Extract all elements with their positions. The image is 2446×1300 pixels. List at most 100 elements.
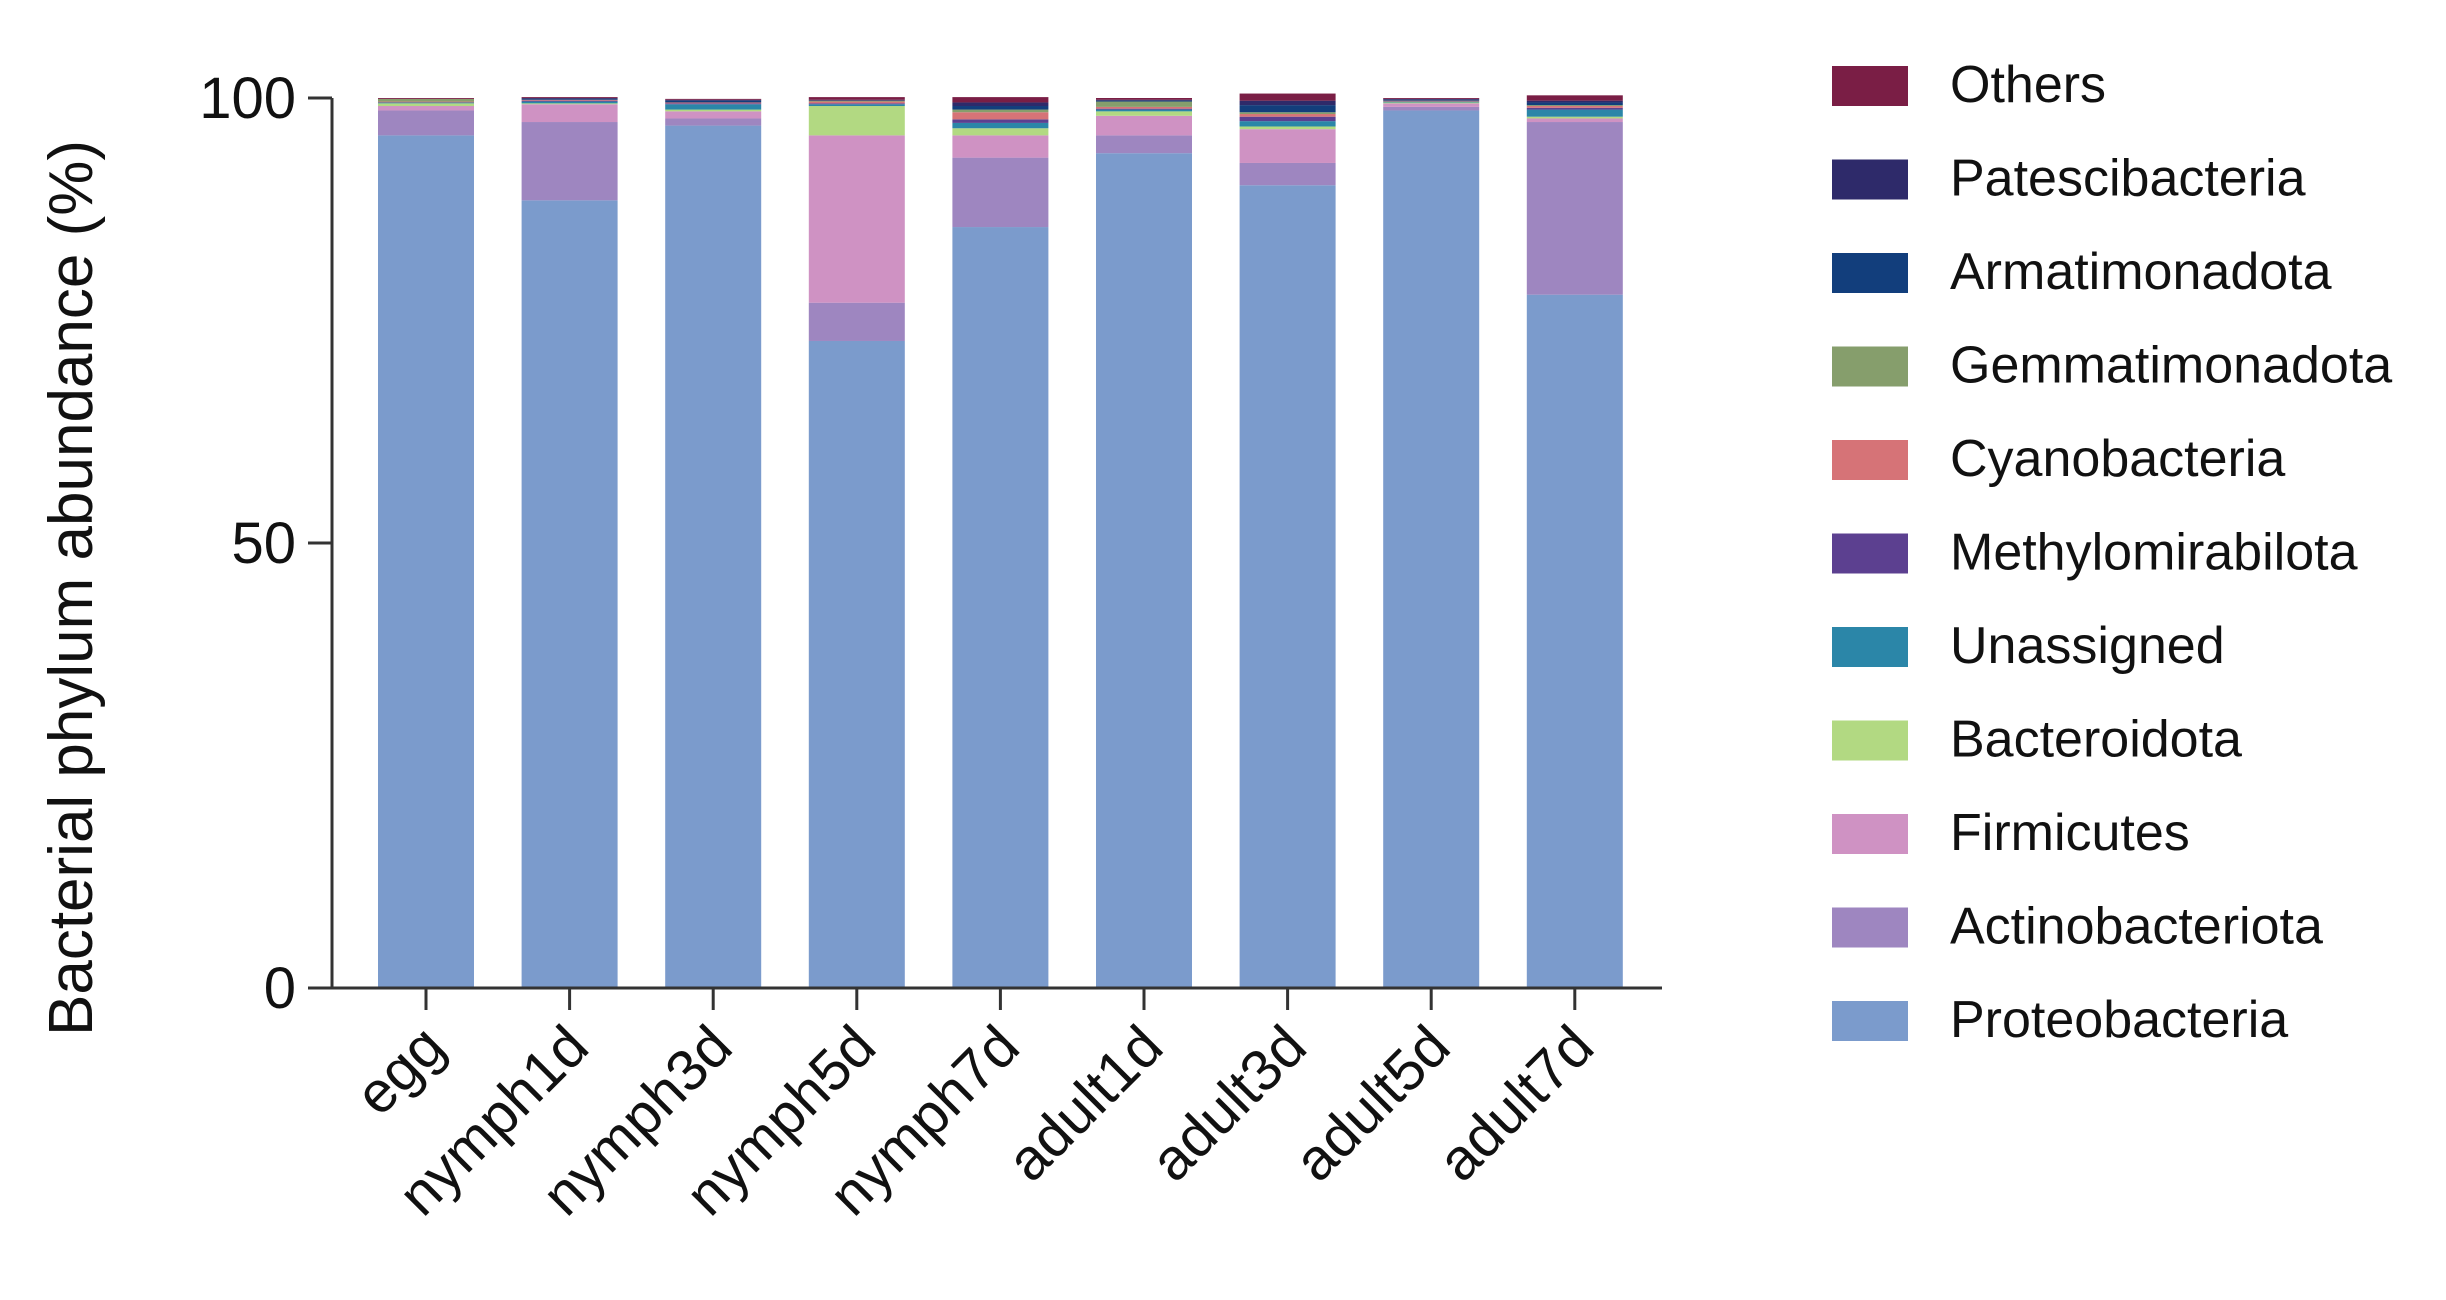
bar-segment-cyanobacteria [665,102,762,104]
bar-segment-proteobacteria [952,227,1049,989]
bar-segment-bacteroidota [1526,116,1623,119]
bar-segment-proteobacteria [1383,110,1480,988]
bar-segment-cyanobacteria [1096,106,1192,109]
x-tick-label: adult3d [1138,1013,1319,1194]
bar-segment-methylomirabilota [1526,107,1623,110]
bar-segment-proteobacteria [808,340,905,989]
bar-segment-cyanobacteria [1383,100,1480,102]
bar-segment-gemmatimonadota [1096,101,1192,107]
bar-segment-unassigned [1526,109,1623,117]
bar-segment-methylomirabilota [952,119,1049,123]
bar-segment-methylomirabilota [808,103,905,105]
x-tick-label: adult5d [1282,1013,1463,1194]
legend-swatch [1832,907,1908,948]
bar-segment-gemmatimonadota [952,109,1049,113]
bar-segment-methylomirabilota [521,100,618,102]
bar-segment-proteobacteria [665,125,762,989]
bar-segment-others [378,98,474,99]
bar-segment-others [1096,98,1192,100]
bar-segment-armatimonadota [1096,100,1192,102]
y-axis-title: Bacterial phylum abundance (%) [37,140,106,1036]
bar-segment-unassigned [1383,101,1480,103]
legend-swatch [1832,66,1908,106]
bar-segment-firmicutes [665,111,762,119]
bar-segment-armatimonadota [1239,105,1336,113]
bar-segment-others [1239,93,1336,101]
y-tick-label: 0 [264,956,296,1021]
bar-segment-firmicutes [378,106,474,111]
bar-segment-bacteroidota [952,128,1049,136]
bar-segment-patescibacteria [1239,100,1336,106]
bar-segment-unassigned [378,102,474,104]
bar-segment-armatimonadota [521,98,618,100]
legend-swatch [1832,440,1908,480]
bar-segment-actinobacteriota [378,110,474,136]
bar-segment-proteobacteria [1526,294,1623,988]
bar-segment-actinobacteriota [952,157,1049,228]
legend-label: Firmicutes [1950,804,2190,862]
legend-label: Patescibacteria [1950,150,2306,208]
bar-segment-firmicutes [808,135,905,303]
legend-label: Bacteroidota [1950,711,2242,769]
bar-segment-cyanobacteria [952,112,1049,120]
bar-segment-others [665,98,762,100]
bar-segment-methylomirabilota [1096,108,1192,110]
x-tick-label: egg [343,1013,457,1127]
bar-segment-methylomirabilota [1239,116,1336,122]
bar-segment-patescibacteria [665,99,762,101]
bar-segment-patescibacteria [952,102,1049,107]
bar-segment-gemmatimonadota [808,100,905,102]
bar-segment-actinobacteriota [808,302,905,341]
bar-segment-bacteroidota [1239,126,1336,130]
bar-segment-actinobacteriota [1239,162,1336,186]
bar-segment-bacteroidota [378,103,474,107]
legend-label: Cyanobacteria [1950,430,2285,488]
bar-segment-patescibacteria [521,98,618,99]
y-tick-label: 50 [231,511,296,576]
bar-segment-patescibacteria [808,99,905,101]
bar-segment-patescibacteria [1383,98,1480,100]
y-tick-label: 100 [199,66,296,131]
bar-segment-others [808,97,905,100]
bar-segment-armatimonadota [665,100,762,103]
bar-segment-firmicutes [952,135,1049,158]
legend-swatch [1832,346,1908,387]
bar-segment-gemmatimonadota [378,98,474,102]
bar-segment-unassigned [1096,109,1192,112]
legend-swatch [1832,814,1908,854]
legend-swatch [1832,533,1908,574]
legend-label: Actinobacteriota [1950,898,2323,956]
bar-segment-unassigned [521,101,618,104]
bar-segment-firmicutes [1239,129,1336,163]
legend-swatch [1832,253,1908,293]
bar-segment-gemmatimonadota [1526,105,1623,107]
bar-segment-bacteroidota [1096,111,1192,116]
bars-layer [378,93,1623,989]
legend: Others Patescibacteria Armatimonadota Gemma… [1832,56,2392,1049]
bar-segment-firmicutes [1096,115,1192,136]
legend-label: Proteobacteria [1950,991,2288,1049]
bar-segment-proteobacteria [1096,153,1192,988]
bar-segment-firmicutes [1526,118,1623,123]
legend-label: Unassigned [1950,617,2225,675]
bar-segment-cyanobacteria [1526,106,1623,108]
bar-segment-bacteroidota [665,109,762,112]
bar-segment-armatimonadota [1383,99,1480,101]
bar-segment-armatimonadota [1526,102,1623,106]
bar-segment-bacteroidota [521,103,618,105]
bar-segment-armatimonadota [952,106,1049,110]
legend-swatch [1832,720,1908,761]
bar-segment-cyanobacteria [808,101,905,104]
bar-segment-unassigned [952,122,1049,129]
bar-segment-proteobacteria [1239,185,1336,989]
bar-segment-unassigned [808,104,905,107]
bar-segment-actinobacteriota [1096,135,1192,154]
legend-swatch [1832,159,1908,200]
legend-label: Methylomirabilota [1950,524,2358,582]
bar-segment-bacteroidota [808,106,905,136]
bar-segment-others [521,97,618,98]
bar-segment-actinobacteriota [521,122,618,201]
bar-segment-methylomirabilota [665,103,762,105]
